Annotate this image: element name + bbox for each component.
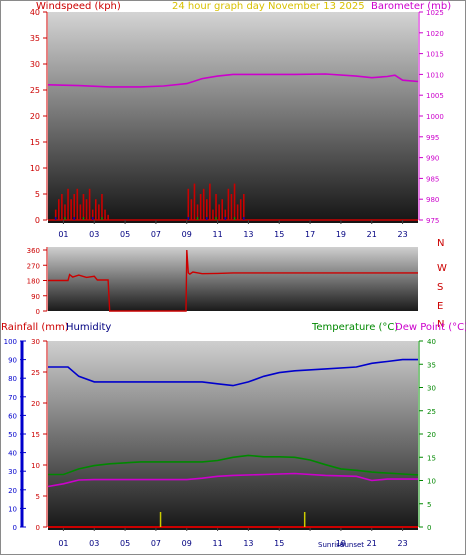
windspeed-tick-label: 30 xyxy=(30,60,40,69)
dewpoint-label: Dew Point (°C) xyxy=(395,322,466,333)
direction-panel xyxy=(48,247,418,311)
humidity-tick-label: 0 xyxy=(13,524,17,532)
barometer-tick-label: 975 xyxy=(426,217,439,225)
temperature-tick-label: 35 xyxy=(427,361,436,369)
windspeed-tick-label: 35 xyxy=(30,34,40,43)
barometer-label: Barometer (mb) xyxy=(371,1,451,12)
windspeed-tick-label: 0 xyxy=(35,216,40,225)
direction-letter: N xyxy=(437,238,444,249)
rain-tick-label: 0 xyxy=(36,524,40,532)
hour-tick-label: 11 xyxy=(212,539,222,548)
hour-tick-label: 07 xyxy=(151,230,161,239)
barometer-tick-label: 1015 xyxy=(426,51,444,59)
barometer-tick-label: 985 xyxy=(426,175,439,183)
temperature-tick-label: 15 xyxy=(427,454,436,462)
humidity-line xyxy=(48,358,418,387)
wind-panel xyxy=(48,12,418,223)
rain-tick-label: 5 xyxy=(36,493,40,501)
temperature-tick-label: 40 xyxy=(427,338,436,346)
direction-tick-label: 360 xyxy=(27,247,40,255)
direction-letter: E xyxy=(437,301,443,312)
barometer-tick-label: 980 xyxy=(426,196,439,204)
graph-date-label: 24 hour graph day November 13 2025 xyxy=(172,1,365,12)
direction-letter: S xyxy=(437,282,443,293)
hour-tick-label: 13 xyxy=(243,230,253,239)
rain-tick-label: 15 xyxy=(31,431,40,439)
hour-tick-label: 21 xyxy=(367,230,377,239)
humidity-tick-label: 90 xyxy=(8,357,17,365)
sunrise-label: Sunrise xyxy=(318,541,344,549)
hour-tick-label: 15 xyxy=(274,539,284,548)
hour-tick-label: 11 xyxy=(212,230,222,239)
direction-letter: N xyxy=(437,319,444,330)
direction-letter: W xyxy=(437,263,447,274)
windspeed-tick-label: 5 xyxy=(35,190,40,199)
humidity-tick-label: 30 xyxy=(8,468,17,476)
barometer-tick-label: 995 xyxy=(426,134,439,142)
humidity-tick-label: 100 xyxy=(4,338,17,346)
windspeed-tick-label: 10 xyxy=(30,164,40,173)
hour-tick-label: 15 xyxy=(274,230,284,239)
hour-tick-label: 13 xyxy=(243,539,253,548)
rain-tick-label: 20 xyxy=(31,400,40,408)
direction-tick-label: 180 xyxy=(27,278,40,286)
climate-panel xyxy=(48,341,418,530)
hour-tick-label: 05 xyxy=(120,230,130,239)
temperature-tick-label: 30 xyxy=(427,385,436,393)
rain-tick-label: 30 xyxy=(31,338,40,346)
humidity-tick-label: 50 xyxy=(8,431,17,439)
humidity-tick-label: 10 xyxy=(8,505,17,513)
direction-tick-label: 90 xyxy=(31,293,40,301)
temperature-tick-label: 10 xyxy=(427,478,436,486)
barometer-tick-label: 1020 xyxy=(426,30,444,38)
hour-tick-label: 09 xyxy=(182,539,192,548)
hour-tick-label: 17 xyxy=(305,230,315,239)
barometer-tick-label: 1000 xyxy=(426,113,444,121)
humidity-tick-label: 40 xyxy=(8,450,17,458)
hour-tick-label: 03 xyxy=(89,539,99,548)
hour-tick-label: 05 xyxy=(120,539,130,548)
temperature-line xyxy=(48,454,419,476)
hour-tick-label: 23 xyxy=(397,539,407,548)
sunset-label: Sunset xyxy=(340,541,364,549)
hour-tick-label: 01 xyxy=(58,539,68,548)
hour-tick-label: 19 xyxy=(336,539,346,548)
temperature-label: Temperature (°C) xyxy=(311,322,398,333)
hour-tick-label: 23 xyxy=(397,230,407,239)
direction-tick-label: 0 xyxy=(36,308,40,316)
hour-tick-label: 19 xyxy=(336,230,346,239)
barometer-line xyxy=(47,73,419,88)
hour-tick-label: 09 xyxy=(182,230,192,239)
humidity-tick-label: 70 xyxy=(8,394,17,402)
direction-tick-label: 270 xyxy=(27,262,40,270)
windspeed-label: Windspeed (kph) xyxy=(36,1,121,12)
humidity-tick-label: 80 xyxy=(8,375,17,383)
rain-tick-label: 10 xyxy=(31,462,40,470)
humidity-tick-label: 60 xyxy=(8,412,17,420)
hour-tick-label: 07 xyxy=(151,539,161,548)
wind-direction-line xyxy=(48,249,418,312)
barometer-tick-label: 990 xyxy=(426,155,439,163)
barometer-tick-label: 1005 xyxy=(426,92,444,100)
windspeed-tick-label: 40 xyxy=(30,8,40,17)
temperature-tick-label: 0 xyxy=(427,524,431,532)
humidity-label: Humidity xyxy=(66,322,111,333)
barometer-tick-label: 1025 xyxy=(426,9,444,17)
hour-tick-label: 03 xyxy=(89,230,99,239)
hour-tick-label: 21 xyxy=(367,539,377,548)
windspeed-tick-label: 20 xyxy=(30,112,40,121)
windspeed-tick-label: 15 xyxy=(30,138,40,147)
rainfall-label: Rainfall (mm) xyxy=(1,322,69,333)
temperature-tick-label: 25 xyxy=(427,408,436,416)
temperature-tick-label: 20 xyxy=(427,431,436,439)
hour-tick-label: 01 xyxy=(58,230,68,239)
dewpoint-line xyxy=(47,472,418,488)
humidity-tick-label: 20 xyxy=(8,487,17,495)
barometer-tick-label: 1010 xyxy=(426,71,444,79)
temperature-tick-label: 5 xyxy=(427,501,431,509)
windspeed-tick-label: 25 xyxy=(30,86,40,95)
rain-tick-label: 25 xyxy=(31,369,40,377)
